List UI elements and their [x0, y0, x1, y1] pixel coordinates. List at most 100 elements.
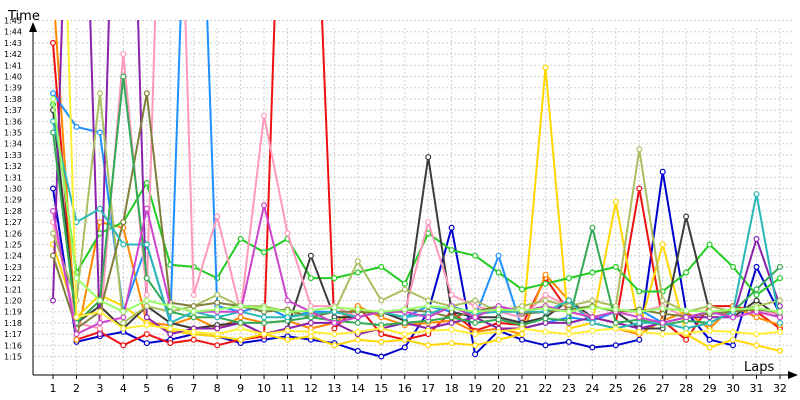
data-point: [96, 129, 103, 136]
data-point: [190, 328, 197, 335]
data-point: [73, 219, 80, 226]
y-tick-label: 1:42: [4, 50, 22, 59]
data-point: [472, 351, 479, 358]
data-point: [261, 314, 268, 321]
data-point: [448, 314, 455, 321]
data-point: [354, 314, 361, 321]
data-point: [425, 154, 432, 161]
series-line: [52, 75, 781, 327]
data-point: [729, 306, 736, 313]
data-point: [96, 297, 103, 304]
data-point: [706, 319, 713, 326]
data-point: [167, 303, 174, 310]
data-point: [261, 319, 268, 326]
series-15: [66, 20, 783, 338]
data-point: [49, 95, 56, 102]
data-point: [143, 291, 150, 298]
data-point: [284, 297, 291, 304]
x-tick-label: 29: [703, 382, 717, 395]
data-point: [659, 297, 666, 304]
x-tick-label: 18: [445, 382, 459, 395]
data-point: [683, 213, 690, 220]
data-point: [49, 185, 56, 192]
data-point: [73, 314, 80, 321]
data-point: [190, 308, 197, 315]
data-point: [261, 202, 268, 209]
x-axis-title: Laps: [744, 360, 774, 375]
data-point: [542, 271, 549, 278]
data-point: [659, 168, 666, 175]
data-point: [49, 118, 56, 125]
data-point: [96, 325, 103, 332]
data-point: [261, 249, 268, 256]
y-tick-label: 1:34: [4, 140, 22, 149]
x-tick-label: 32: [773, 382, 787, 395]
x-tick-label: 4: [120, 382, 127, 395]
data-point: [448, 326, 455, 333]
y-tick-label: 1:25: [4, 241, 22, 250]
data-point: [167, 308, 174, 315]
data-point: [214, 331, 221, 338]
data-point: [401, 336, 408, 343]
x-tick-label: 9: [237, 382, 244, 395]
data-point: [96, 319, 103, 326]
data-point: [495, 306, 502, 313]
data-point: [518, 286, 525, 293]
data-point: [143, 303, 150, 310]
x-tick-label: 31: [750, 382, 764, 395]
data-point: [49, 297, 56, 304]
data-point: [612, 198, 619, 205]
data-point: [706, 344, 713, 351]
data-point: [518, 307, 525, 314]
data-point: [120, 319, 127, 326]
data-point: [659, 331, 666, 338]
x-tick-labels: 1 2 3 4 5 6 7 8 9 10 11 12 13 14 15 16 17 18 19 20 21 22 23 24 2…: [50, 375, 787, 395]
data-point: [729, 328, 736, 335]
x-tick-label: 2: [73, 382, 80, 395]
data-point: [636, 336, 643, 343]
data-point: [542, 342, 549, 349]
data-point: [589, 269, 596, 276]
data-point: [753, 263, 760, 270]
data-point: [214, 299, 221, 306]
y-tick-label: 1:37: [4, 106, 22, 115]
data-point: [284, 314, 291, 321]
data-point: [612, 263, 619, 270]
data-point: [425, 327, 432, 334]
y-tick-label: 1:27: [4, 218, 22, 227]
data-point: [753, 331, 760, 338]
data-point: [683, 269, 690, 276]
data-point: [307, 307, 314, 314]
data-point: [96, 308, 103, 315]
data-point: [143, 322, 150, 329]
data-point: [612, 319, 619, 326]
data-point: [753, 286, 760, 293]
series-line: [52, 92, 780, 330]
x-tick-label: 24: [585, 382, 599, 395]
x-tick-label: 10: [257, 382, 271, 395]
series-line: [52, 104, 781, 296]
data-point: [495, 328, 502, 335]
data-point: [683, 307, 690, 314]
data-point: [659, 319, 666, 326]
data-point: [167, 325, 174, 332]
data-point: [706, 308, 713, 315]
data-point: [378, 308, 385, 315]
y-tick-labels: 1:15 1:16 1:17 1:18 1:19 1:20 1:21 1:22 1:23 1:24…: [4, 17, 22, 362]
data-point: [683, 330, 690, 337]
data-point: [472, 314, 479, 321]
series-line: [52, 20, 780, 330]
data-point: [659, 241, 666, 248]
data-point: [237, 303, 244, 310]
y-tick-label: 1:18: [4, 319, 22, 328]
data-point: [706, 327, 713, 334]
data-point: [472, 308, 479, 315]
data-point: [73, 275, 80, 282]
data-point: [472, 252, 479, 259]
data-point: [120, 73, 127, 80]
data-point: [143, 340, 150, 347]
data-point: [378, 263, 385, 270]
series-line: [52, 66, 781, 352]
data-point: [683, 314, 690, 321]
